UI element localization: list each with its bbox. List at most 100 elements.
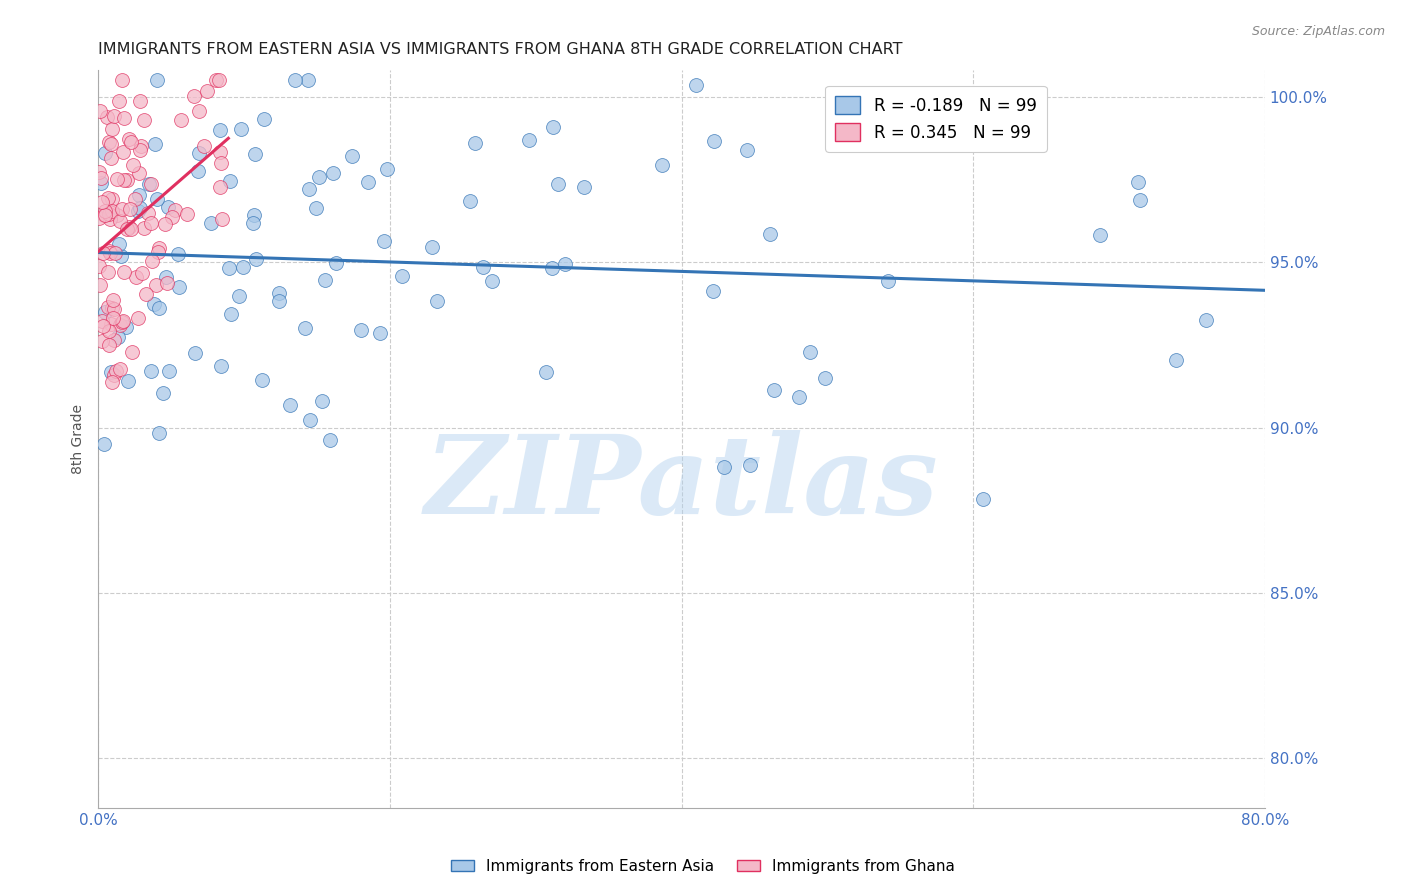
Point bbox=[97, 301, 120, 315]
Point bbox=[311, 394, 333, 409]
Point bbox=[651, 158, 673, 172]
Point bbox=[131, 266, 153, 280]
Point bbox=[100, 317, 122, 331]
Point bbox=[229, 122, 252, 136]
Point bbox=[219, 307, 242, 321]
Point bbox=[464, 136, 486, 151]
Point bbox=[211, 211, 233, 226]
Point bbox=[129, 94, 152, 108]
Point bbox=[101, 311, 124, 326]
Point bbox=[93, 208, 115, 222]
Point bbox=[104, 246, 127, 260]
Point bbox=[391, 268, 413, 283]
Point bbox=[94, 304, 117, 318]
Point bbox=[97, 135, 120, 149]
Point bbox=[160, 211, 183, 225]
Point bbox=[124, 270, 146, 285]
Point bbox=[100, 365, 122, 379]
Point bbox=[541, 260, 564, 275]
Point bbox=[209, 180, 232, 194]
Point bbox=[112, 265, 135, 279]
Point bbox=[101, 375, 124, 389]
Point bbox=[183, 89, 205, 103]
Point bbox=[156, 200, 179, 214]
Point bbox=[94, 146, 117, 161]
Point bbox=[481, 274, 503, 288]
Point bbox=[148, 301, 170, 315]
Point bbox=[298, 182, 321, 196]
Point bbox=[219, 173, 242, 187]
Point bbox=[373, 234, 395, 248]
Point bbox=[101, 204, 124, 219]
Point bbox=[153, 218, 176, 232]
Point bbox=[342, 149, 364, 163]
Legend: Immigrants from Eastern Asia, Immigrants from Ghana: Immigrants from Eastern Asia, Immigrants… bbox=[444, 853, 962, 880]
Point bbox=[89, 278, 111, 293]
Point bbox=[107, 94, 129, 108]
Point bbox=[89, 260, 111, 274]
Legend: R = -0.189   N = 99, R = 0.345   N = 99: R = -0.189 N = 99, R = 0.345 N = 99 bbox=[825, 87, 1046, 152]
Point bbox=[763, 383, 786, 397]
Point bbox=[187, 164, 209, 178]
Point bbox=[738, 458, 761, 472]
Point bbox=[325, 255, 347, 269]
Point bbox=[735, 144, 758, 158]
Point bbox=[789, 390, 811, 404]
Point bbox=[200, 216, 222, 230]
Point bbox=[253, 112, 276, 127]
Point bbox=[96, 110, 118, 124]
Point bbox=[142, 297, 165, 311]
Point bbox=[111, 145, 134, 160]
Point bbox=[120, 222, 142, 236]
Point bbox=[103, 302, 125, 317]
Point bbox=[245, 147, 267, 161]
Point bbox=[209, 145, 232, 159]
Point bbox=[118, 202, 141, 217]
Point bbox=[184, 346, 207, 360]
Point bbox=[89, 103, 111, 118]
Point bbox=[108, 237, 131, 252]
Point bbox=[471, 260, 494, 274]
Point bbox=[127, 311, 149, 326]
Point bbox=[167, 247, 190, 261]
Point bbox=[124, 193, 146, 207]
Point bbox=[90, 176, 112, 190]
Point bbox=[703, 134, 725, 148]
Point bbox=[188, 104, 211, 119]
Point bbox=[98, 207, 121, 221]
Point bbox=[1164, 352, 1187, 367]
Point bbox=[100, 151, 122, 165]
Point bbox=[218, 260, 240, 275]
Point bbox=[195, 84, 218, 98]
Point bbox=[187, 146, 209, 161]
Point bbox=[252, 373, 274, 387]
Point bbox=[299, 413, 322, 427]
Point bbox=[157, 364, 180, 378]
Point bbox=[814, 371, 837, 385]
Point bbox=[135, 286, 157, 301]
Point bbox=[141, 253, 163, 268]
Point bbox=[134, 113, 156, 128]
Point bbox=[209, 359, 232, 374]
Point bbox=[759, 227, 782, 241]
Point bbox=[107, 330, 129, 344]
Point bbox=[517, 133, 540, 147]
Point bbox=[143, 136, 166, 151]
Point bbox=[114, 319, 136, 334]
Point bbox=[105, 208, 128, 222]
Point bbox=[103, 110, 125, 124]
Point bbox=[121, 345, 143, 359]
Point bbox=[209, 156, 232, 170]
Point bbox=[110, 315, 132, 329]
Point bbox=[420, 240, 443, 254]
Point bbox=[280, 398, 302, 412]
Point bbox=[167, 280, 190, 294]
Point bbox=[89, 211, 111, 226]
Point bbox=[155, 269, 177, 284]
Point bbox=[314, 272, 336, 286]
Point bbox=[138, 177, 160, 191]
Point bbox=[91, 245, 114, 260]
Point bbox=[357, 175, 380, 189]
Point bbox=[101, 122, 124, 136]
Y-axis label: 8th Grade: 8th Grade bbox=[72, 404, 86, 475]
